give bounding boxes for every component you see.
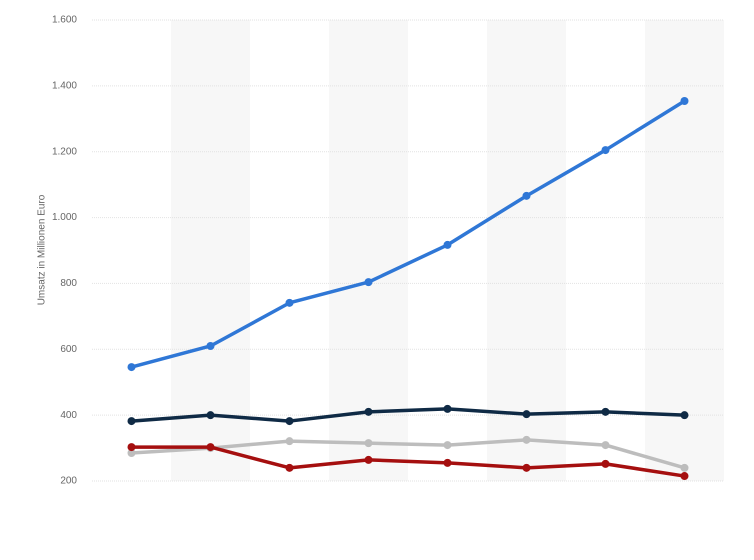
y-tick-label: 800 [60,278,77,289]
band [487,20,566,481]
data-point [601,146,610,155]
data-point [522,410,531,419]
y-tick-label: 1.000 [52,212,77,223]
y-tick-label: 1.600 [52,15,77,26]
y-tick-label: 200 [60,476,77,487]
data-point [601,407,610,416]
y-axis-label: Umsatz in Millionen Euro [37,194,48,305]
band [645,20,724,481]
series-line [131,407,685,423]
data-point [285,298,294,307]
data-point [443,404,452,413]
series-line [131,438,685,470]
data-point [127,363,136,372]
data-point [680,411,689,420]
data-point [364,455,373,464]
data-point [522,435,531,444]
data-point [522,191,531,200]
y-tick-label: 600 [60,344,77,355]
data-point [127,443,136,452]
data-point [127,449,136,458]
data-point [680,463,689,472]
y-tick-label: 1.400 [52,80,77,91]
band [329,20,408,481]
data-point [680,472,689,481]
band [171,20,250,481]
data-point [364,407,373,416]
y-tick-label: 400 [60,410,77,421]
data-point [364,278,373,287]
data-point [206,411,215,420]
series-line [131,99,686,369]
background-bands [171,20,724,481]
data-point [206,443,215,452]
data-point [285,463,294,472]
data-point [443,458,452,467]
data-point [680,97,689,106]
data-point [443,240,452,249]
data-point [601,441,610,450]
data-point [522,463,531,472]
data-point [206,341,215,350]
series-line [131,445,685,478]
data-point [364,439,373,448]
data-point [443,441,452,450]
y-tick-label: 1.200 [52,146,77,157]
data-point [285,437,294,446]
data-point [601,459,610,468]
data-point [127,417,136,426]
data-point [285,417,294,426]
